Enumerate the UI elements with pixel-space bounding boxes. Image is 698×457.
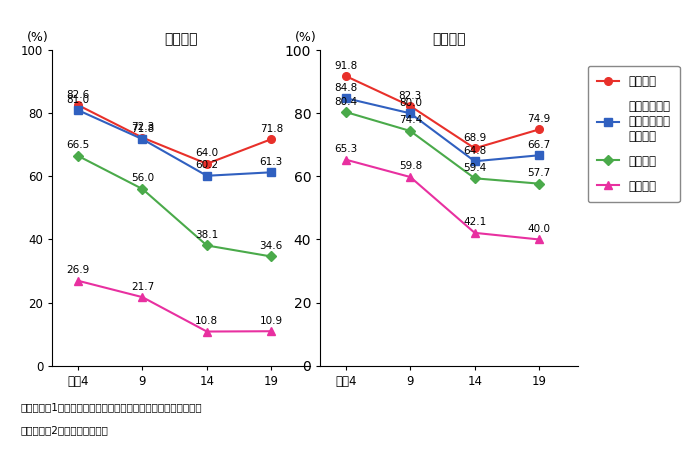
Text: 59.8: 59.8 [399, 161, 422, 171]
Text: 59.4: 59.4 [463, 163, 487, 173]
Text: 42.1: 42.1 [463, 217, 487, 227]
Text: 84.8: 84.8 [334, 83, 357, 93]
Text: (%): (%) [27, 31, 48, 44]
Text: 60.2: 60.2 [195, 160, 218, 170]
Text: 56.0: 56.0 [131, 174, 154, 183]
Text: 40.0: 40.0 [528, 224, 551, 234]
Text: 64.8: 64.8 [463, 146, 487, 156]
Title: 《女性》: 《女性》 [164, 32, 198, 46]
Text: 80.4: 80.4 [334, 96, 357, 106]
Text: 72.3: 72.3 [131, 122, 154, 132]
Text: 91.8: 91.8 [334, 61, 357, 70]
Text: 74.9: 74.9 [528, 114, 551, 124]
Text: 66.5: 66.5 [66, 140, 90, 150]
Text: 74.4: 74.4 [399, 116, 422, 125]
Text: 61.3: 61.3 [260, 157, 283, 167]
Title: 《男性》: 《男性》 [432, 32, 466, 46]
Text: 10.8: 10.8 [195, 316, 218, 326]
Text: 82.6: 82.6 [66, 90, 90, 100]
Text: 26.9: 26.9 [66, 265, 90, 275]
Text: 82.3: 82.3 [399, 90, 422, 101]
Text: 21.7: 21.7 [131, 282, 154, 292]
Text: 10.9: 10.9 [260, 316, 283, 326]
Text: 68.9: 68.9 [463, 133, 487, 143]
Text: 65.3: 65.3 [334, 144, 357, 154]
Text: 81.0: 81.0 [66, 95, 89, 105]
Text: 34.6: 34.6 [260, 241, 283, 251]
Text: 71.8: 71.8 [131, 124, 154, 133]
Text: 66.7: 66.7 [528, 140, 551, 150]
Text: 2．在学者を除く。: 2．在学者を除く。 [21, 425, 109, 435]
Text: 57.7: 57.7 [528, 168, 551, 178]
Text: （備考）　1．総務省「就業構造基本調査」（各年）より作成。: （備考） 1．総務省「就業構造基本調査」（各年）より作成。 [21, 402, 202, 412]
Text: 71.8: 71.8 [260, 124, 283, 133]
Legend: 大学卒業, 専門学校・短
大・高等専門
学校卒業, 高校卒業, 中学卒業: 大学卒業, 専門学校・短 大・高等専門 学校卒業, 高校卒業, 中学卒業 [588, 66, 680, 202]
Text: 38.1: 38.1 [195, 230, 218, 240]
Text: (%): (%) [295, 31, 316, 44]
Text: 64.0: 64.0 [195, 148, 218, 158]
Text: 80.0: 80.0 [399, 98, 422, 108]
